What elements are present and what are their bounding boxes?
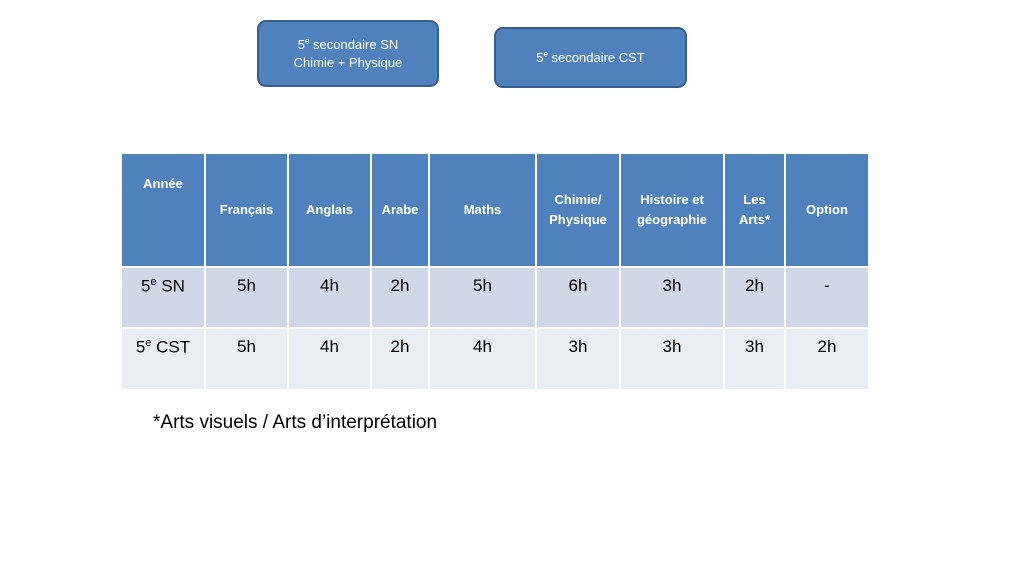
- header-chimie-physique: Chimie/ Physique: [536, 154, 621, 268]
- table-cell: 2h: [785, 328, 868, 389]
- table-cell: 4h: [288, 328, 372, 389]
- header-anglais: Anglais: [288, 154, 372, 268]
- table-cell: 4h: [429, 328, 537, 389]
- schedule-table: Année Français Anglais Arabe Maths Chimi…: [122, 154, 868, 389]
- program-box-sn[interactable]: 5e secondaire SN Chimie + Physique: [257, 20, 439, 87]
- table-cell: 2h: [371, 267, 430, 329]
- header-maths: Maths: [429, 154, 537, 268]
- table-header-row: Année Français Anglais Arabe Maths Chimi…: [122, 154, 868, 268]
- header-histoire-geographie: Histoire et géographie: [620, 154, 725, 268]
- table-cell: 3h: [620, 267, 725, 329]
- table-row: 5e SN 5h 4h 2h 5h 6h 3h 2h -: [122, 267, 868, 329]
- header-les-arts: Les Arts*: [724, 154, 786, 268]
- table-row: 5e CST 5h 4h 2h 4h 3h 3h 3h 2h: [122, 328, 868, 389]
- table-cell: 3h: [724, 328, 786, 389]
- table-cell: 5h: [429, 267, 537, 329]
- table-cell: 5h: [205, 267, 289, 329]
- program-box-cst-title: 5e secondaire CST: [536, 49, 645, 65]
- table-cell: 3h: [620, 328, 725, 389]
- table-cell: 5h: [205, 328, 289, 389]
- header-annee: Année: [122, 154, 206, 268]
- program-box-sn-subtitle: Chimie + Physique: [293, 54, 403, 70]
- table-cell: 6h: [536, 267, 621, 329]
- footnote: *Arts visuels / Arts d’interprétation: [153, 412, 438, 433]
- row-label-cst: 5e CST: [122, 328, 206, 389]
- header-option: Option: [785, 154, 868, 268]
- header-francais: Français: [205, 154, 289, 268]
- table-cell: 4h: [288, 267, 372, 329]
- table-cell: 3h: [536, 328, 621, 389]
- program-box-cst[interactable]: 5e secondaire CST: [494, 27, 687, 88]
- header-arabe: Arabe: [371, 154, 430, 268]
- table-cell: -: [785, 267, 868, 329]
- program-box-sn-title: 5e secondaire SN: [297, 36, 399, 52]
- row-label-sn: 5e SN: [122, 267, 206, 329]
- table-cell: 2h: [724, 267, 786, 329]
- table-cell: 2h: [371, 328, 430, 389]
